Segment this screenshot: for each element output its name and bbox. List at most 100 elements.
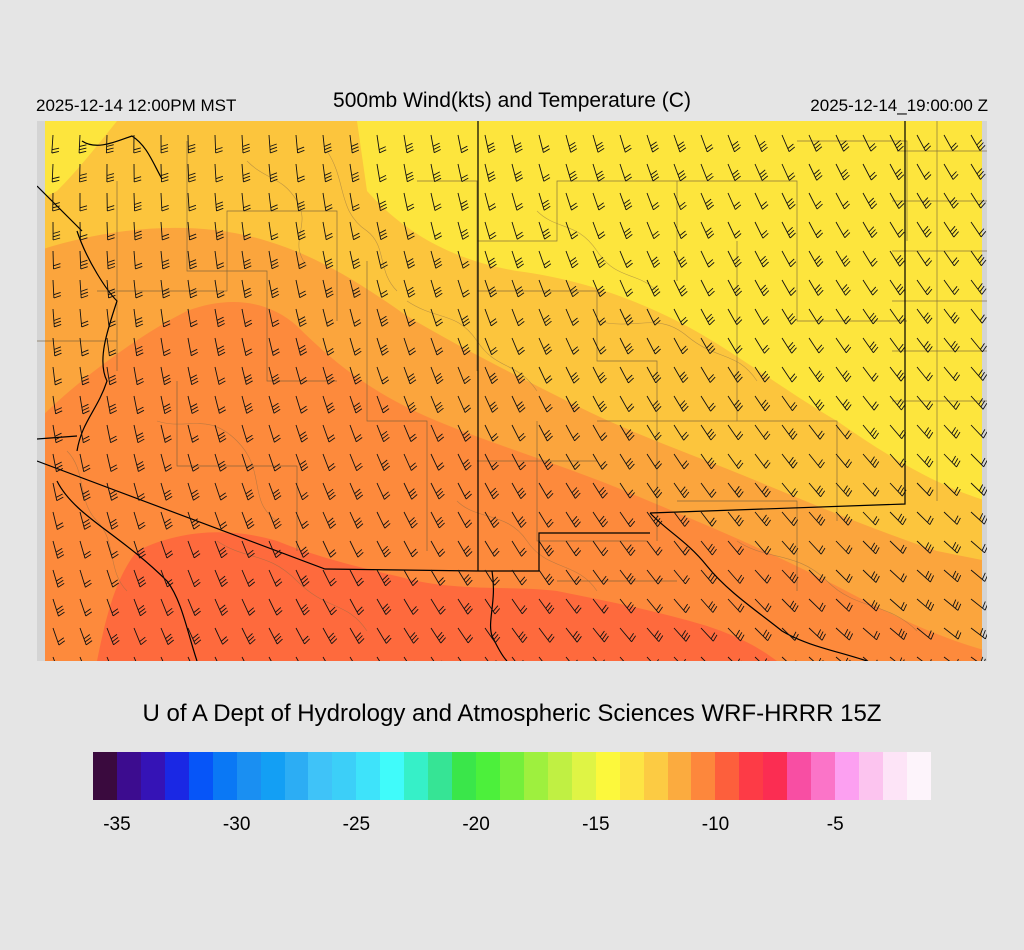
- wind-barb: [511, 540, 527, 557]
- wind-barb: [862, 540, 880, 555]
- wind-barb: [862, 424, 879, 440]
- wind-barb: [700, 395, 716, 412]
- wind-barb: [943, 569, 962, 583]
- wind-barb: [457, 511, 473, 529]
- wind-barb: [619, 192, 633, 211]
- wind-barb: [214, 250, 225, 270]
- wind-barb: [160, 395, 172, 414]
- wind-barb: [295, 511, 309, 529]
- wind-barb: [916, 221, 932, 238]
- wind-barb: [754, 569, 772, 584]
- wind-barb: [403, 511, 418, 529]
- wind-barb: [52, 453, 64, 473]
- wind-barb: [889, 308, 906, 324]
- wind-barb: [79, 598, 93, 617]
- wind-barb: [133, 569, 147, 588]
- wind-barb: [835, 540, 853, 555]
- county-boundaries: [37, 121, 987, 591]
- wind-barb: [592, 453, 608, 470]
- wind-barb: [133, 511, 146, 530]
- wind-barb: [781, 627, 799, 641]
- wind-barb: [457, 134, 469, 154]
- wind-barb: [51, 163, 60, 183]
- wind-barb: [727, 482, 744, 498]
- wind-barb: [835, 279, 851, 296]
- wind-barb: [403, 598, 419, 615]
- wind-barb: [781, 453, 798, 469]
- colorbar-swatch: [787, 752, 812, 800]
- wind-barb: [457, 192, 469, 211]
- wind-barb: [808, 511, 826, 526]
- wind-barb: [538, 221, 551, 240]
- wind-barb: [754, 163, 769, 181]
- wind-barb: [187, 627, 202, 645]
- sonora-river: [56, 480, 198, 661]
- wind-barb: [700, 511, 717, 527]
- wind-barb: [241, 598, 256, 616]
- colorbar-swatch: [476, 752, 500, 800]
- wind-barb: [160, 221, 170, 241]
- wind-barb: [457, 221, 470, 240]
- wind-barb: [673, 627, 691, 642]
- wind-barb: [349, 279, 361, 298]
- wind-barb: [943, 511, 961, 525]
- wind-barb: [916, 395, 934, 411]
- wind-barb: [781, 482, 798, 498]
- wind-barb: [241, 134, 251, 154]
- wind-barb: [700, 221, 715, 239]
- wind-barb: [322, 511, 337, 529]
- wind-barb: [646, 482, 663, 499]
- wind-barb: [565, 540, 582, 557]
- map-title: 500mb Wind(kts) and Temperature (C): [333, 89, 691, 112]
- wind-barb: [862, 308, 879, 325]
- wind-barb: [322, 453, 336, 472]
- wind-barb: [457, 163, 469, 182]
- wind-barb: [916, 453, 934, 468]
- wind-barb: [430, 453, 445, 471]
- valid-time-local: 2025-12-14 12:00PM MST: [36, 96, 237, 115]
- wind-barb: [214, 279, 225, 299]
- wind-barb: [889, 540, 907, 554]
- wind-barb: [268, 279, 280, 299]
- wind-barb: [970, 366, 987, 381]
- wind-barb: [754, 279, 770, 297]
- wind-barb: [241, 221, 252, 241]
- wind-barb: [268, 337, 280, 356]
- wind-barb: [430, 395, 444, 414]
- wind-barb: [727, 366, 743, 383]
- wind-barb: [943, 221, 959, 238]
- wind-barb: [916, 250, 933, 267]
- wind-barb: [214, 482, 227, 501]
- wind-barb: [187, 134, 196, 154]
- wind-barb: [970, 192, 986, 209]
- wind-barb: [295, 424, 308, 443]
- wind-barb: [592, 221, 606, 240]
- wind-barb: [457, 424, 472, 442]
- wind-barb: [511, 482, 527, 500]
- wind-barb: [106, 569, 119, 588]
- colorbar-swatch: [547, 752, 572, 800]
- wind-barb: [781, 569, 799, 584]
- wind-barb: [295, 221, 306, 241]
- wind-barb: [79, 511, 92, 530]
- wind-barb: [79, 279, 89, 299]
- colorbar-swatch: [595, 752, 620, 800]
- wind-barb: [511, 598, 528, 615]
- wind-barb: [430, 337, 444, 356]
- wind-barb: [565, 569, 582, 585]
- wind-barb: [430, 627, 446, 644]
- wind-barb: [160, 163, 169, 183]
- wind-barb: [268, 627, 283, 645]
- wind-barb: [835, 250, 851, 267]
- wind-barb: [808, 134, 823, 152]
- wind-barb: [214, 598, 229, 616]
- wind-barb: [214, 540, 228, 559]
- wind-barb: [808, 163, 823, 181]
- wind-barb: [916, 511, 934, 525]
- wind-barb: [592, 569, 609, 585]
- wind-barb: [484, 511, 500, 528]
- wind-barb: [457, 540, 473, 557]
- wind-barb: [160, 250, 170, 270]
- wind-barb: [214, 366, 226, 385]
- wind-barb: [349, 569, 364, 587]
